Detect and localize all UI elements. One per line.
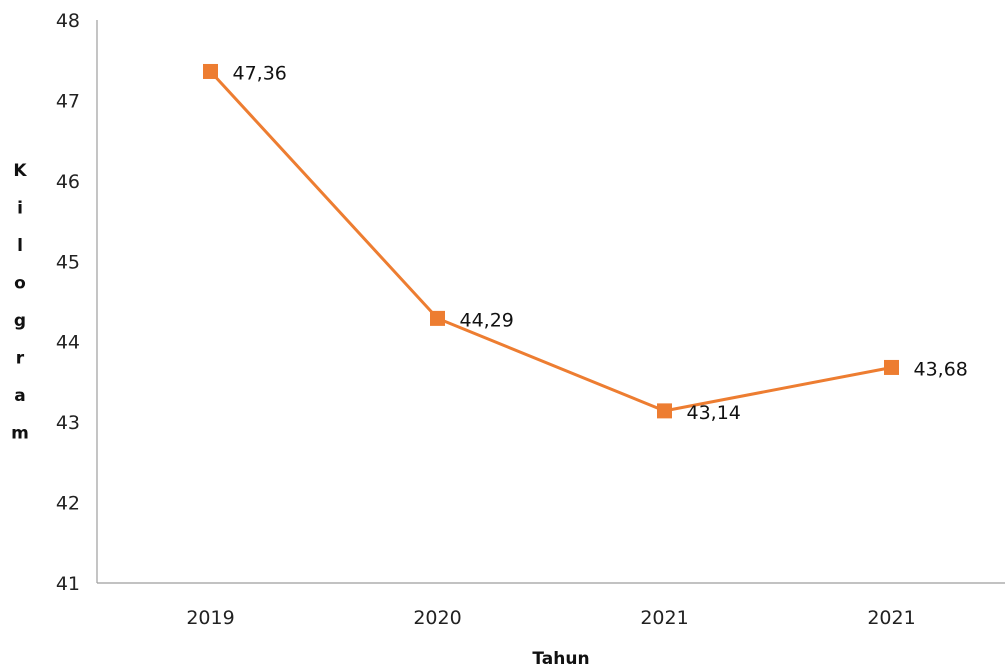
y-axis-title-letter: g bbox=[14, 311, 26, 331]
data-label: 47,36 bbox=[233, 62, 287, 84]
data-labels: 47,36 44,29 43,14 43,68 bbox=[233, 62, 968, 423]
data-point-marker bbox=[203, 63, 218, 79]
y-tick-label: 44 bbox=[56, 332, 80, 354]
data-point-marker bbox=[430, 310, 445, 326]
x-axis-tick-labels: 2019 2020 2021 2021 bbox=[186, 607, 915, 629]
x-tick-label: 2021 bbox=[867, 607, 915, 629]
y-axis-title-letter: K bbox=[13, 161, 27, 181]
y-tick-label: 46 bbox=[56, 171, 80, 193]
x-tick-label: 2021 bbox=[640, 607, 688, 629]
y-tick-label: 41 bbox=[56, 573, 80, 595]
y-tick-label: 48 bbox=[56, 10, 80, 32]
data-point-marker bbox=[657, 403, 672, 419]
y-tick-label: 42 bbox=[56, 493, 80, 515]
y-axis-title-letter: a bbox=[14, 386, 25, 406]
data-point-marker bbox=[884, 359, 899, 375]
y-axis-title-letter: r bbox=[16, 349, 25, 369]
y-tick-label: 43 bbox=[56, 412, 80, 434]
data-label: 43,68 bbox=[914, 358, 968, 380]
y-tick-label: 45 bbox=[56, 251, 80, 273]
data-label: 44,29 bbox=[460, 309, 514, 331]
y-axis-title-letter: o bbox=[14, 274, 26, 294]
series-markers bbox=[203, 63, 899, 419]
x-tick-label: 2020 bbox=[413, 607, 461, 629]
y-tick-label: 47 bbox=[56, 90, 80, 112]
x-axis-title: Tahun bbox=[532, 649, 589, 669]
y-axis-tick-labels: 41 42 43 44 45 46 47 48 bbox=[56, 10, 80, 595]
y-axis-title-letter: m bbox=[11, 424, 29, 444]
y-axis-title-letter: l bbox=[17, 236, 23, 256]
x-tick-label: 2019 bbox=[186, 607, 234, 629]
series-line bbox=[209, 70, 892, 413]
y-axis-title-letter: i bbox=[17, 199, 23, 219]
data-label: 43,14 bbox=[687, 402, 741, 424]
